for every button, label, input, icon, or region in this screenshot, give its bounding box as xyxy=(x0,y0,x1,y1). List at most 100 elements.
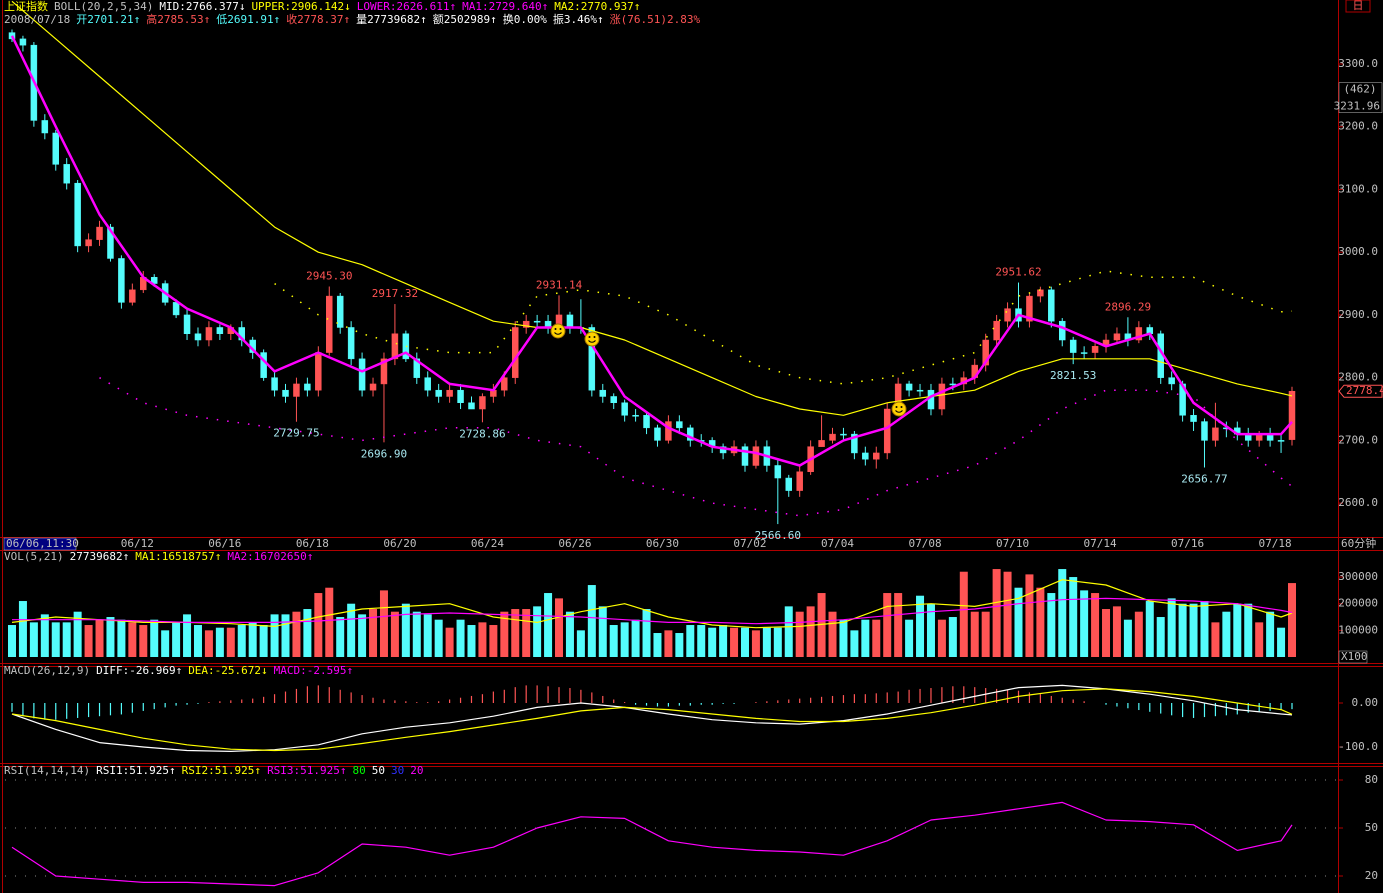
volume-bar xyxy=(598,606,607,657)
candle-body xyxy=(676,421,683,429)
plots: 3300.0 3200.0 3100.0 3000.0 2900.0 2800.0 2700… xyxy=(3,0,1383,887)
candle-body xyxy=(643,415,650,429)
header-item: RSI3:51.925↑ xyxy=(267,764,346,777)
volume-bar xyxy=(62,622,71,657)
volume-bar xyxy=(1222,611,1231,657)
volume-bar xyxy=(369,609,378,657)
volume-bar xyxy=(1134,611,1143,657)
candle-body xyxy=(632,415,639,417)
volume-bar xyxy=(215,627,224,657)
x-tick-highlight xyxy=(3,537,77,551)
y-tick-label: 2800.0 xyxy=(1338,371,1378,384)
candle-body xyxy=(1091,346,1099,353)
volume-bar xyxy=(675,633,684,657)
candle-body xyxy=(982,339,989,366)
candle-body xyxy=(41,120,49,134)
header-item: 2008/07/18 xyxy=(4,13,70,26)
header-item: 收2778.37↑ xyxy=(286,12,350,26)
candle-body xyxy=(1135,327,1143,341)
volume-bar xyxy=(1277,627,1286,657)
candle-body xyxy=(183,314,191,334)
x-tick-label: 06/24 xyxy=(471,537,504,550)
header-item: MACD:-2.595↑ xyxy=(274,664,353,677)
volume-bar xyxy=(719,625,728,657)
volume-bar xyxy=(948,617,957,657)
x-tick-label: 07/18 xyxy=(1259,537,1292,550)
candle-body xyxy=(413,358,421,378)
candle-body xyxy=(402,333,410,360)
candle-body xyxy=(522,320,530,328)
candle-body xyxy=(369,383,377,391)
volume-bar xyxy=(555,598,564,657)
volume-bar xyxy=(740,627,749,657)
price-annotation: 2728.86 xyxy=(459,427,505,440)
price-annotation: 2696.90 xyxy=(361,447,407,460)
header-item: 50 xyxy=(372,764,385,777)
header-item: MA1:2729.640↑ xyxy=(462,0,548,13)
volume-bar xyxy=(861,619,870,657)
candle-body xyxy=(599,389,607,397)
candle-body xyxy=(194,333,202,341)
volume-bar xyxy=(1244,603,1253,657)
candle-body xyxy=(391,333,399,360)
volume-bar xyxy=(434,619,443,657)
indicator-line xyxy=(11,579,1293,629)
y-tick-label: 3200.0 xyxy=(1338,120,1378,133)
candle-body xyxy=(446,389,453,397)
volume-bar xyxy=(795,611,804,657)
candle-body xyxy=(1277,440,1285,442)
candle-body xyxy=(873,452,880,460)
volume-bar xyxy=(117,619,126,657)
candle-body xyxy=(1059,320,1066,341)
volume-bar xyxy=(358,614,367,657)
candle-body xyxy=(993,320,1000,341)
volume-bar xyxy=(18,601,27,657)
volume-bar xyxy=(1112,606,1121,657)
header-item: MID:2766.377↓ xyxy=(159,0,245,13)
candle-body xyxy=(479,396,486,410)
y-tick-label: 2600.0 xyxy=(1338,496,1378,509)
corner-box xyxy=(1345,0,1371,13)
volume-bar xyxy=(423,614,432,657)
candle-body xyxy=(654,427,661,441)
volume-bar xyxy=(642,609,651,657)
y-tick-label: 2900.0 xyxy=(1338,308,1378,321)
candle-body xyxy=(118,258,125,303)
candle-body xyxy=(1113,333,1121,341)
x-tick-label: 07/16 xyxy=(1171,537,1204,550)
candle-body xyxy=(435,389,442,397)
y-tick-label: 20 xyxy=(1365,869,1378,882)
volume-bar xyxy=(708,627,717,657)
volume-bar xyxy=(292,611,301,657)
candle-body xyxy=(19,38,27,46)
volume-bar xyxy=(193,625,202,657)
candle-body xyxy=(380,358,388,385)
candle-body xyxy=(687,427,694,441)
volume-bar xyxy=(390,611,399,657)
volume-bar xyxy=(631,619,640,657)
volume-bar xyxy=(445,627,454,657)
volume-bar xyxy=(544,593,553,657)
volume-bar xyxy=(226,627,235,657)
volume-bar xyxy=(850,630,859,657)
volume-bar xyxy=(1025,574,1034,657)
volume-bar xyxy=(981,611,990,657)
volume-bar xyxy=(128,622,137,657)
volume-bar xyxy=(937,619,946,657)
last-price-tag xyxy=(1338,384,1383,398)
candle-body xyxy=(1212,427,1219,441)
volume-bar xyxy=(95,619,104,657)
volume-bar xyxy=(817,593,826,657)
readout-box xyxy=(1338,82,1383,113)
candle-body xyxy=(851,433,858,454)
x-tick-label: 07/10 xyxy=(996,537,1029,550)
volume-bar xyxy=(751,630,760,657)
volume-bar xyxy=(270,614,279,657)
candle-body xyxy=(533,320,541,323)
volume-bar xyxy=(1211,622,1220,657)
header-item: RSI(14,14,14) xyxy=(4,764,90,777)
price-annotation: 2566.60 xyxy=(755,529,801,542)
volume-bar xyxy=(73,611,82,657)
candle-body xyxy=(52,132,60,165)
